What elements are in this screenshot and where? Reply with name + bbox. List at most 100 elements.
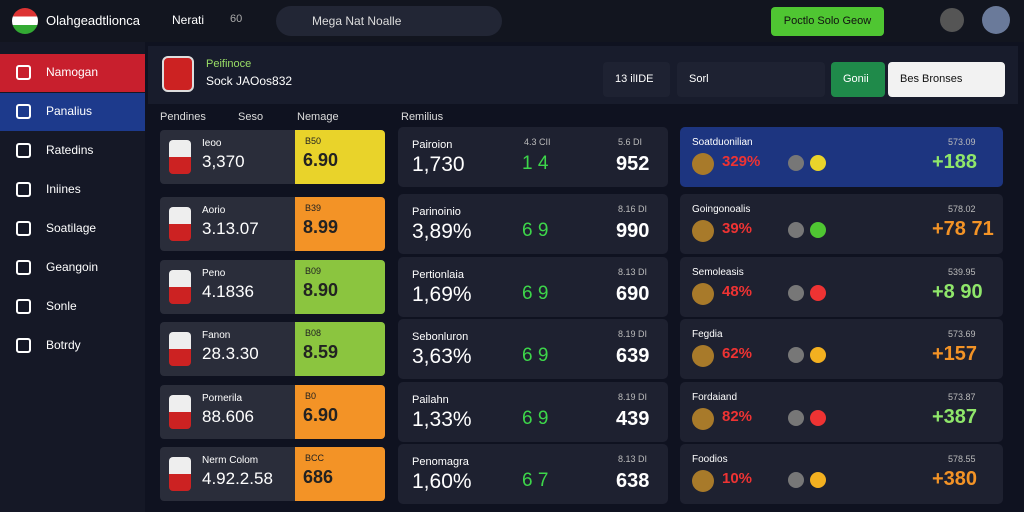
match-ref: 573.09: [948, 137, 976, 147]
avatar[interactable]: [940, 8, 964, 32]
stat-note: 4.3 CII: [524, 137, 551, 147]
header-control[interactable]: Gonii: [831, 62, 885, 97]
status-dot: [810, 347, 826, 363]
count: 60: [230, 13, 243, 25]
stat-card[interactable]: Pairoion 1,730 4.3 CII 1 4 5.6 DI 952: [398, 127, 668, 187]
stat-ref: 8.19 DI: [618, 329, 648, 339]
status-dot: [810, 222, 826, 238]
stat-card[interactable]: Parinoinio 3,89% 6 9 8.16 DI 990: [398, 194, 668, 254]
player-crest: [169, 457, 191, 491]
rating-tag: B0: [305, 391, 317, 401]
status-dot: [788, 410, 804, 426]
avatar[interactable]: [982, 6, 1010, 34]
logo: [12, 8, 38, 34]
stat-title: Sebonluron: [412, 331, 469, 343]
player-card[interactable]: Ieoo 3,370 B50 6.90: [160, 130, 385, 184]
header-control[interactable]: 13 ilIDE: [603, 62, 670, 97]
header-control[interactable]: Bes Bronses: [888, 62, 1005, 97]
player-crest: [169, 207, 191, 241]
match-value: +188: [932, 151, 978, 173]
match-ref: 578.02: [948, 204, 976, 214]
player-card[interactable]: Fanon 28.3.30 B08 8.59: [160, 322, 385, 376]
status-dot: [810, 155, 826, 171]
nav-item[interactable]: Soatilage: [0, 210, 145, 248]
stat-change: 6 9: [522, 345, 549, 366]
stat-title: Parinoinio: [412, 206, 461, 218]
stat-change: 6 9: [522, 408, 549, 429]
match-title: Foodios: [692, 454, 728, 465]
match-title: Soatduonilian: [692, 137, 753, 148]
rating-score: 8.99: [303, 217, 339, 237]
stat-total: 639: [616, 345, 650, 367]
nav-item[interactable]: Iniines: [0, 171, 145, 209]
rating-badge: B08 8.59: [295, 322, 385, 376]
rating-tag: B08: [305, 328, 322, 338]
player-value: 4.1836: [202, 282, 254, 301]
rating-score: 8.59: [303, 342, 339, 362]
stat-card[interactable]: Penomagra 1,60% 6 7 8.13 DI 638: [398, 444, 668, 504]
nav-item[interactable]: Ratedins: [0, 132, 145, 170]
match-card[interactable]: Foodios 10% 578.55 +380: [680, 444, 1003, 504]
status-dot: [810, 285, 826, 301]
stat-value: 3,89%: [412, 220, 472, 243]
match-card[interactable]: Semoleasis 48% 539.95 +8 90: [680, 257, 1003, 317]
player-name: Pornerila: [202, 393, 243, 404]
player-value: 3.13.07: [202, 219, 259, 238]
rating-badge: B50 6.90: [295, 130, 385, 184]
match-pct: 329%: [722, 153, 761, 170]
match-value: +387: [932, 406, 978, 428]
stat-value: 1,33%: [412, 408, 472, 431]
player-name: Ieoo: [202, 138, 222, 149]
match-pct: 48%: [722, 283, 753, 300]
match-crest: [692, 408, 714, 430]
rating-tag: B39: [305, 203, 322, 213]
search-box[interactable]: Mega Nat Noalle: [276, 6, 502, 36]
nav-item[interactable]: Botrdy: [0, 327, 145, 365]
match-pct: 62%: [722, 345, 753, 362]
rating-score: 686: [303, 467, 334, 487]
stat-title: Pertionlaia: [412, 269, 464, 281]
nav-icon: [16, 182, 31, 197]
player-card[interactable]: Aorio 3.13.07 B39 8.99: [160, 197, 385, 251]
rating-badge: BCC 686: [295, 447, 385, 501]
match-title: Fegdia: [692, 329, 723, 340]
rating-badge: B09 8.90: [295, 260, 385, 314]
nav-item[interactable]: Geangoin: [0, 249, 145, 287]
match-value: +380: [932, 468, 978, 490]
player-value: 4.92.2.58: [202, 469, 273, 488]
stat-total: 439: [616, 408, 650, 430]
status-dot: [788, 155, 804, 171]
nav-icon: [16, 65, 31, 80]
match-pct: 10%: [722, 470, 753, 487]
nav-icon: [16, 299, 31, 314]
column-header: Nemage: [297, 111, 339, 123]
match-title: Fordaiand: [692, 392, 738, 403]
nav-item[interactable]: Panalius: [0, 93, 145, 131]
tab[interactable]: Nerati: [172, 13, 205, 27]
match-card[interactable]: Fegdia 62% 573.69 +157: [680, 319, 1003, 379]
player-card[interactable]: Pornerila 88.606 B0 6.90: [160, 385, 385, 439]
cta-button[interactable]: Poctlo Solo Geow: [771, 7, 884, 36]
player-name: Nerm Colom: [202, 455, 259, 466]
stat-change: 6 7: [522, 470, 549, 491]
match-card[interactable]: Soatduonilian 329% 573.09 +188: [680, 127, 1003, 187]
rating-score: 6.90: [303, 150, 339, 170]
nav-icon: [16, 143, 31, 158]
nav-item[interactable]: Sonle: [0, 288, 145, 326]
match-card[interactable]: Goingonoalis 39% 578.02 +78 71: [680, 194, 1003, 254]
rating-tag: B09: [305, 266, 322, 276]
stat-card[interactable]: Sebonluron 3,63% 6 9 8.19 DI 639: [398, 319, 668, 379]
nav-item[interactable]: Namogan: [0, 54, 145, 92]
status-dot: [788, 472, 804, 488]
rating-badge: B0 6.90: [295, 385, 385, 439]
player-card[interactable]: Peno 4.1836 B09 8.90: [160, 260, 385, 314]
match-ref: 578.55: [948, 454, 976, 464]
stat-card[interactable]: Pertionlaia 1,69% 6 9 8.13 DI 690: [398, 257, 668, 317]
stat-card[interactable]: Pailahn 1,33% 6 9 8.19 DI 439: [398, 382, 668, 442]
match-card[interactable]: Fordaiand 82% 573.87 +387: [680, 382, 1003, 442]
match-title: Semoleasis: [692, 267, 744, 278]
stat-total: 952: [616, 153, 650, 175]
header-control[interactable]: Sorl: [677, 62, 825, 97]
player-card[interactable]: Nerm Colom 4.92.2.58 BCC 686: [160, 447, 385, 501]
